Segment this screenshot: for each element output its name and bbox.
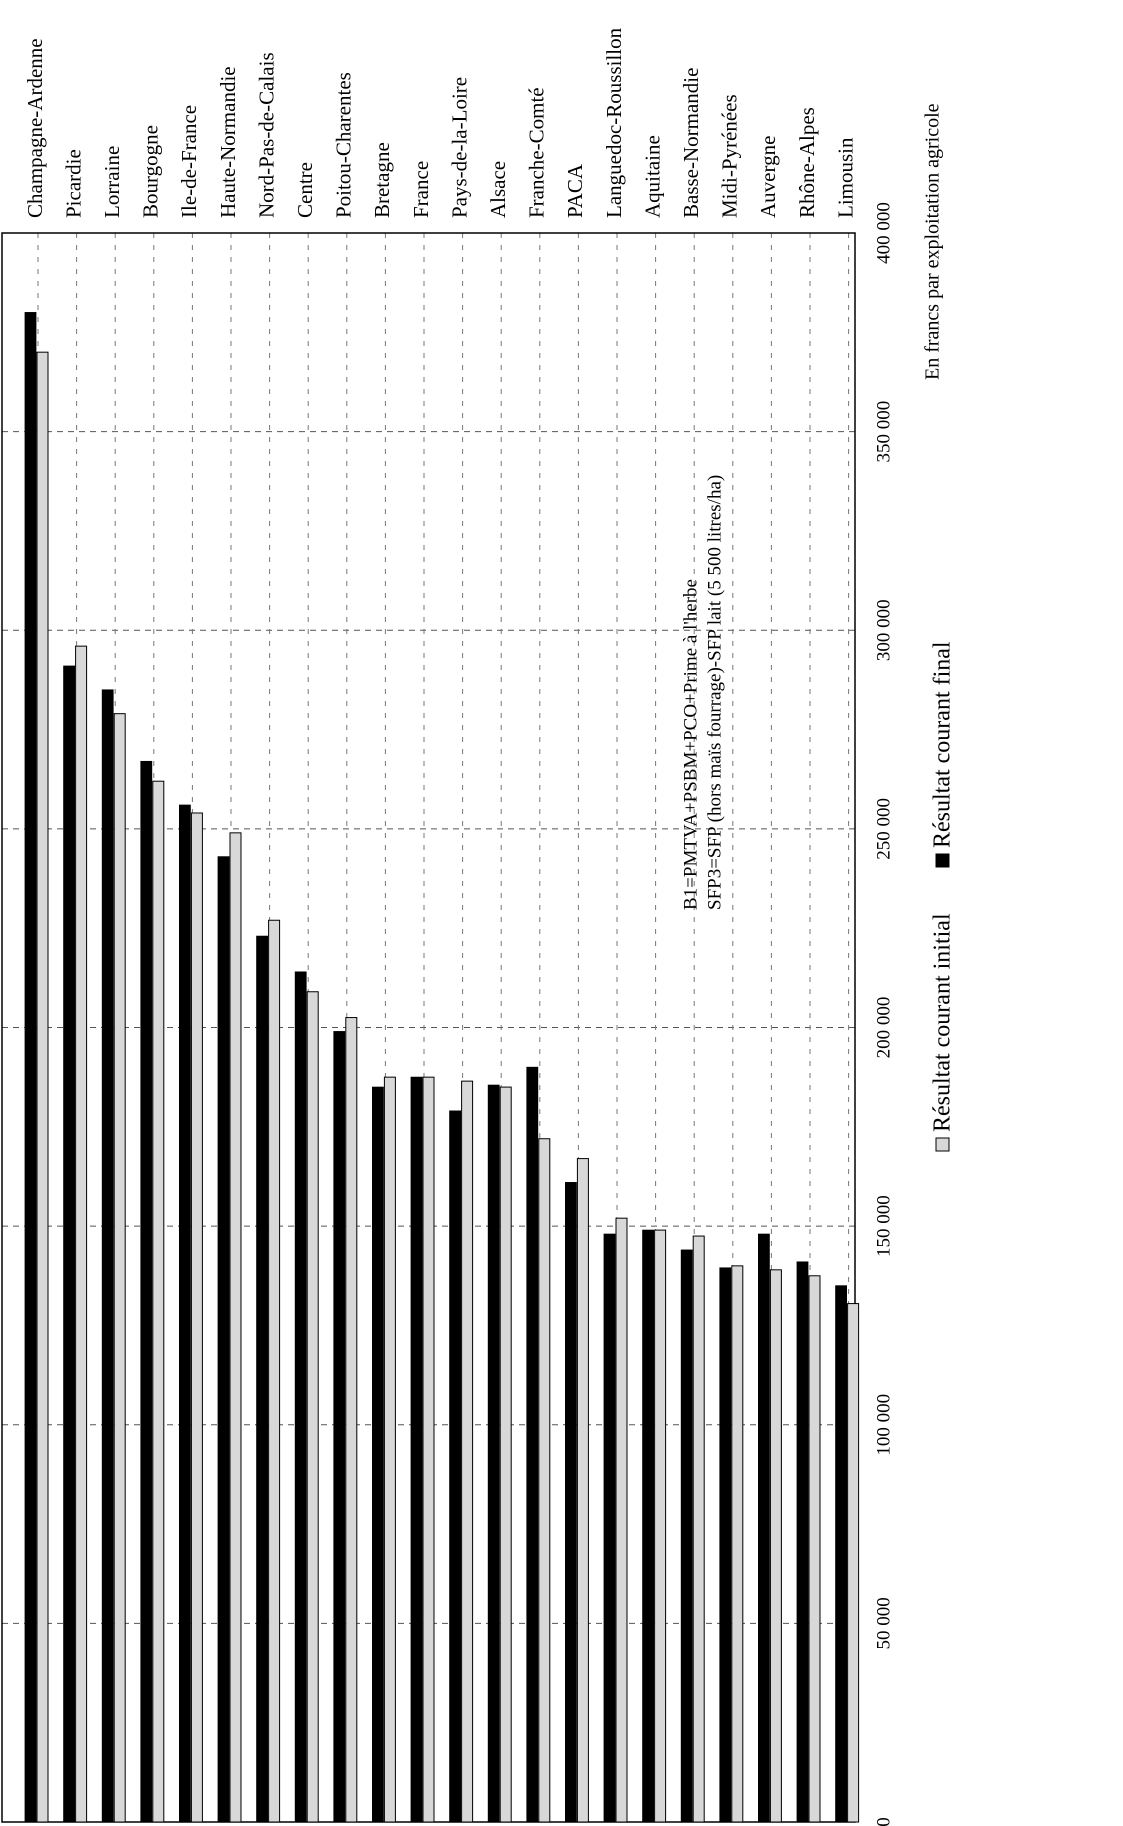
category-label: Rhône-Alpes (795, 107, 819, 218)
legend-label-initial: Résultat courant initial (930, 913, 956, 1132)
tick-labels: 0 50 000 100 000 150 000 200 000 250 000 300 0… (873, 202, 894, 1826)
category-label: Ile-de-France (177, 105, 201, 218)
bar-initial (615, 1217, 628, 1823)
bar-final (487, 1084, 500, 1823)
bar-initial (306, 991, 319, 1823)
bar-final (796, 1261, 809, 1823)
bar-initial (461, 1080, 474, 1823)
bar-final (294, 971, 307, 1823)
category-label: Auvergne (756, 136, 780, 218)
tick-label: 300 000 (873, 599, 894, 661)
category-label: Midi-Pyrénées (718, 94, 742, 218)
bar-final (565, 1182, 577, 1823)
category-label: Pays-de-la-Loire (447, 77, 471, 218)
bar-final (140, 760, 153, 1823)
bar-initial (769, 1269, 782, 1823)
category-label: Haute-Normandie (216, 66, 240, 218)
annotation-sfp3: SFP3=SFP (hors maïs fourrage)-SFP lait (… (704, 475, 725, 910)
annotation-b1: B1=PMTVA+PSBM+PCO+Prime à l'herbe (680, 579, 701, 910)
annotation-block: B1=PMTVA+PSBM+PCO+Prime à l'herbe SFP3=S… (680, 475, 725, 910)
legend-label-final: Résultat courant final (930, 641, 956, 848)
bar-final (449, 1110, 462, 1823)
bar-final (63, 665, 75, 1823)
category-label: Picardie (61, 149, 85, 218)
bar-initial (229, 832, 242, 1823)
bar-final (758, 1233, 770, 1823)
category-label: Nord-Pas-de-Calais (254, 52, 278, 218)
bar-initial (808, 1275, 821, 1823)
bar-initial (190, 812, 203, 1823)
bar-initial (268, 919, 281, 1823)
category-label: Alsace (486, 161, 510, 218)
bar-final (101, 689, 114, 1823)
category-label: Basse-Normandie (679, 68, 703, 218)
category-label: Poitou-Charentes (332, 72, 356, 218)
bar-final (526, 1066, 539, 1823)
category-label: Lorraine (100, 146, 124, 218)
category-label: Centre (293, 162, 317, 218)
bar-initial (75, 645, 88, 1823)
tick-label: 100 000 (873, 1394, 894, 1456)
tick-label: 50 000 (873, 1597, 894, 1649)
bar-initial (654, 1229, 667, 1823)
bar-initial (538, 1138, 551, 1823)
category-label: Bretagne (370, 142, 394, 218)
category-label: Franche-Comté (525, 87, 549, 218)
category-label: Limousin (833, 137, 857, 218)
unit-label: En francs par exploitation agricole (922, 103, 944, 380)
legend: Résultat courant initial Résultat couran… (930, 641, 956, 1152)
category-label: PACA (563, 163, 587, 218)
bar-final (410, 1076, 423, 1823)
tick-label: 0 (873, 1817, 894, 1826)
category-label: Bourgogne (139, 125, 163, 218)
bar-initial (383, 1076, 396, 1823)
tick-label: 400 000 (873, 202, 894, 264)
category-label: Champagne-Ardenne (23, 38, 47, 218)
bar-final (24, 312, 37, 1823)
tick-label: 150 000 (873, 1195, 894, 1257)
bar-final (178, 804, 191, 1823)
tick-label: 350 000 (873, 401, 894, 463)
bar-initial (692, 1235, 705, 1823)
bar-initial (499, 1086, 512, 1823)
category-label: Languedoc-Roussillon (602, 27, 626, 218)
tick-label: 250 000 (873, 798, 894, 860)
tick-label: 200 000 (873, 997, 894, 1059)
legend-swatch-initial (935, 1137, 950, 1152)
bar-initial (152, 780, 165, 1823)
category-labels: Champagne-Ardenne Picardie Lorraine Bourgog… (23, 27, 858, 218)
bar-final (642, 1229, 654, 1823)
bars (24, 312, 860, 1823)
bar-initial (847, 1303, 860, 1823)
bar-initial (422, 1076, 435, 1823)
bar-final (256, 935, 269, 1823)
bar-initial (36, 351, 49, 1823)
bar-final (719, 1267, 732, 1823)
bar-initial (113, 713, 126, 1823)
category-label: Aquitaine (640, 135, 664, 218)
legend-swatch-final (935, 853, 950, 868)
bar-initial (731, 1265, 744, 1823)
bar-final (603, 1233, 616, 1823)
bar-final (371, 1086, 384, 1823)
bar-final (835, 1285, 847, 1823)
bar-final (680, 1249, 693, 1823)
bar-initial (576, 1158, 589, 1823)
bar-final (333, 1031, 346, 1823)
category-label: France (409, 161, 433, 218)
bar-final (217, 856, 230, 1823)
bar-initial (345, 1017, 358, 1823)
